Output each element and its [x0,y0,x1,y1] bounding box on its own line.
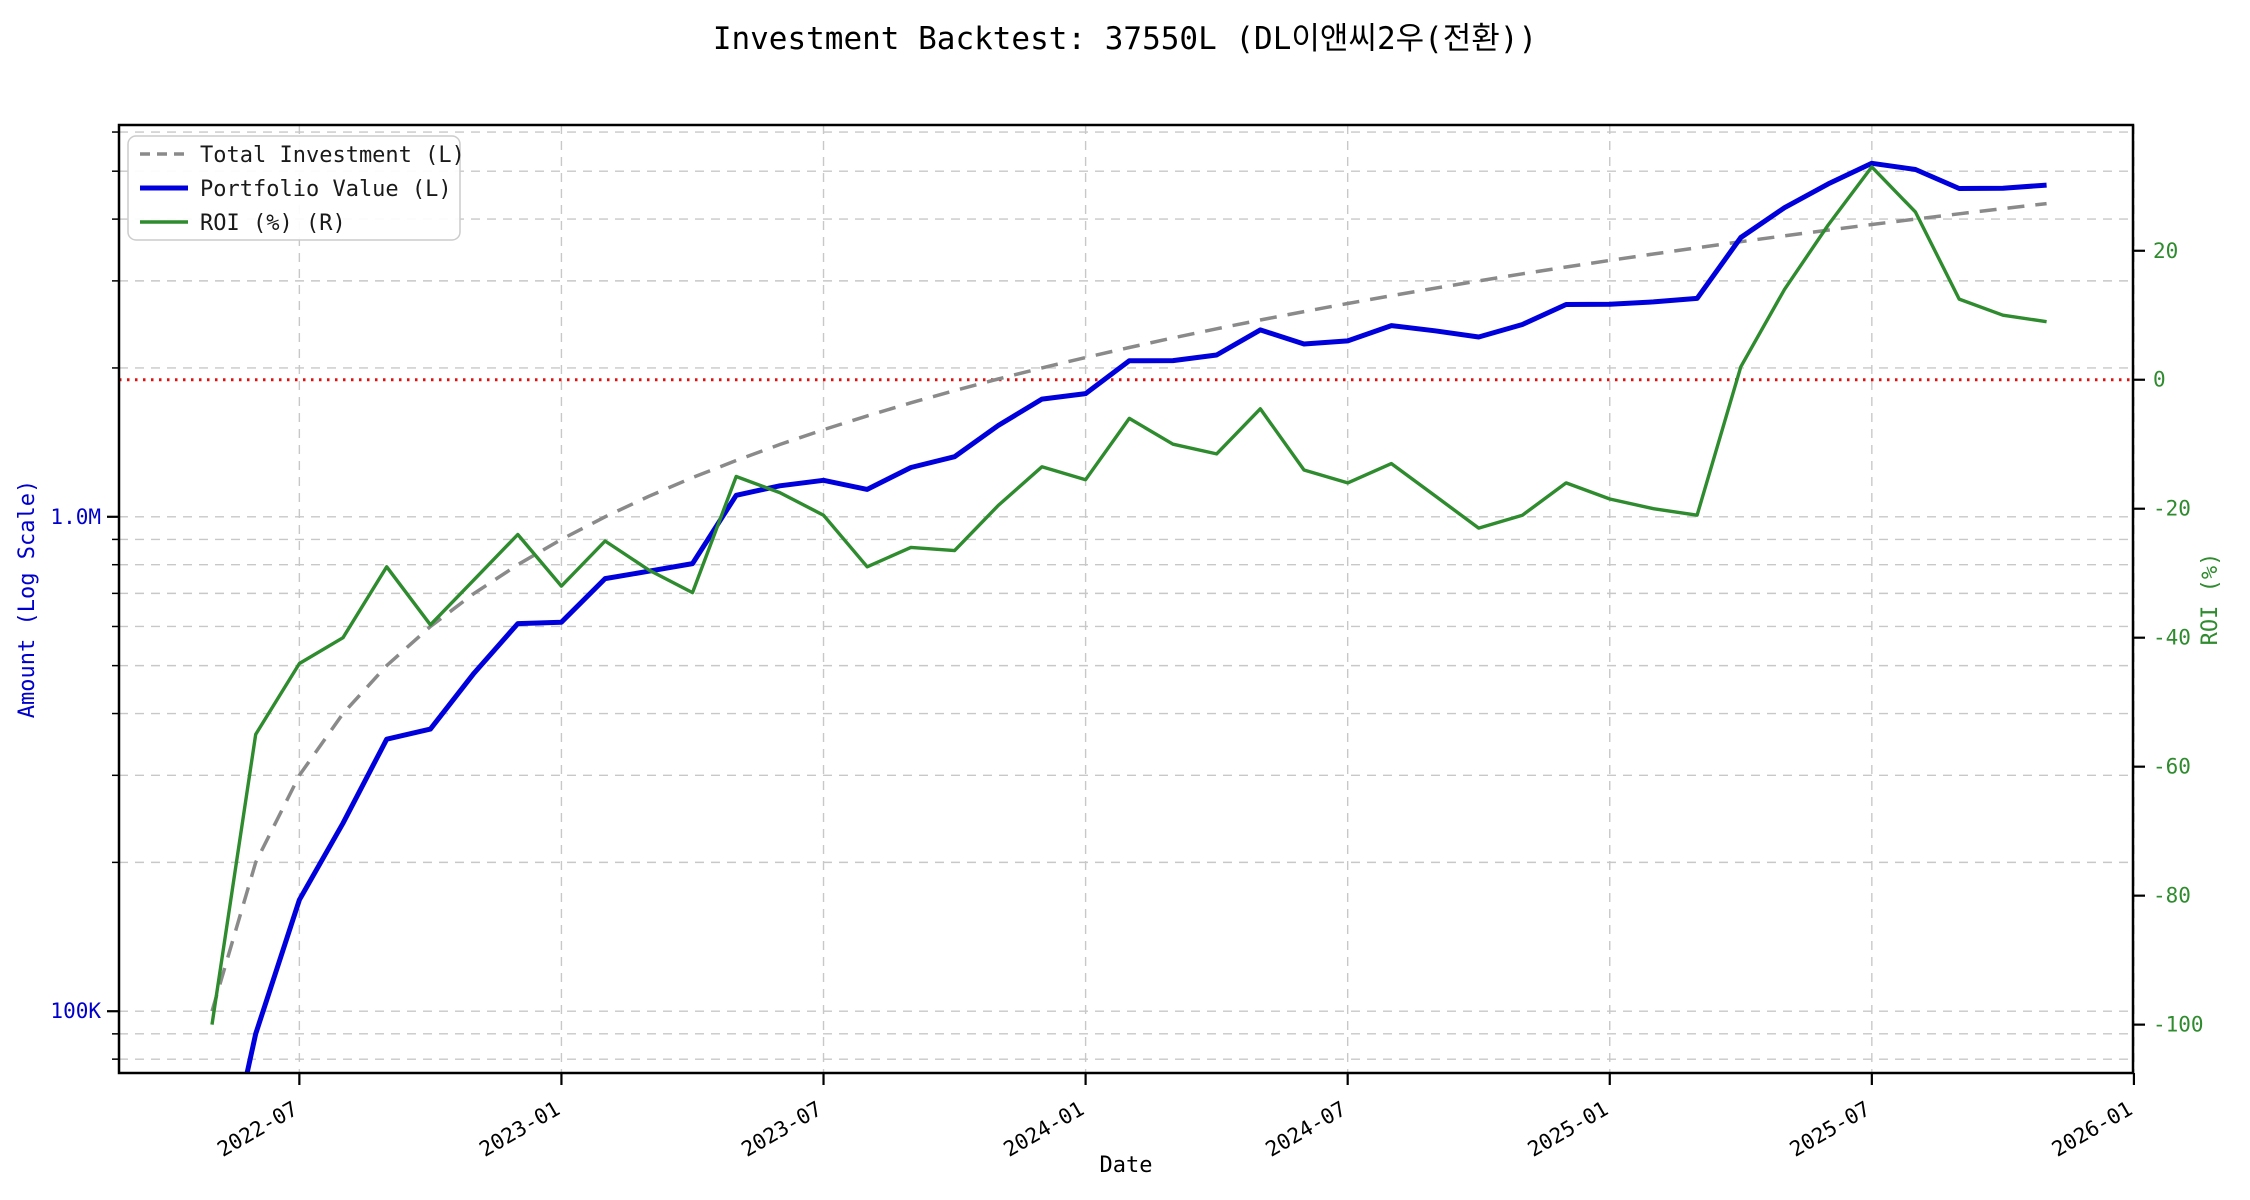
x-tick-label: 2024-01 [999,1097,1088,1162]
series-layer [119,160,2133,1073]
legend-label-portfolio-value: Portfolio Value (L) [200,177,452,202]
grid-layer [119,125,2135,1073]
right-tick-label: -100 [2153,1013,2204,1037]
legend-box [127,135,461,241]
x-tick-label: 2023-07 [737,1097,826,1162]
x-tick-label: 2025-01 [1524,1097,1613,1162]
x-tick-label: 2026-01 [2048,1097,2137,1162]
legend: Total Investment (L) Portfolio Value (L)… [127,135,465,241]
legend-label-roi: ROI (%) (R) [200,211,346,236]
left-axis-label: Amount (Log Scale) [15,480,40,718]
right-tick-label: 20 [2153,239,2178,263]
x-axis-label: Date [1100,1153,1153,1178]
x-tick-label: 2024-07 [1262,1097,1351,1162]
total-investment-line [210,201,2047,1012]
x-tick-label: 2022-07 [213,1097,302,1162]
right-tick-label: -60 [2153,755,2191,779]
axes-layer: 2022-07 2023-01 2023-07 2024-01 2024-07 2025-… [50,131,2204,1162]
portfolio-value-line [244,160,2047,1073]
right-tick-label: -20 [2153,497,2191,521]
left-tick-label: 100K [50,999,101,1023]
chart-title: Investment Backtest: 37550L (DL이앤씨2우(전환)… [713,21,1537,57]
x-tick-label: 2025-07 [1786,1097,1875,1162]
right-tick-label: -80 [2153,884,2191,908]
legend-label-total-investment: Total Investment (L) [200,143,465,168]
right-tick-label: -40 [2153,626,2191,650]
left-tick-label: 1.0M [50,505,101,529]
right-axis-label: ROI (%) [2198,553,2223,646]
plot-border [117,123,2135,1075]
roi-line [210,165,2047,1025]
x-tick-label: 2023-01 [475,1097,564,1162]
right-tick-label: 0 [2153,368,2166,392]
